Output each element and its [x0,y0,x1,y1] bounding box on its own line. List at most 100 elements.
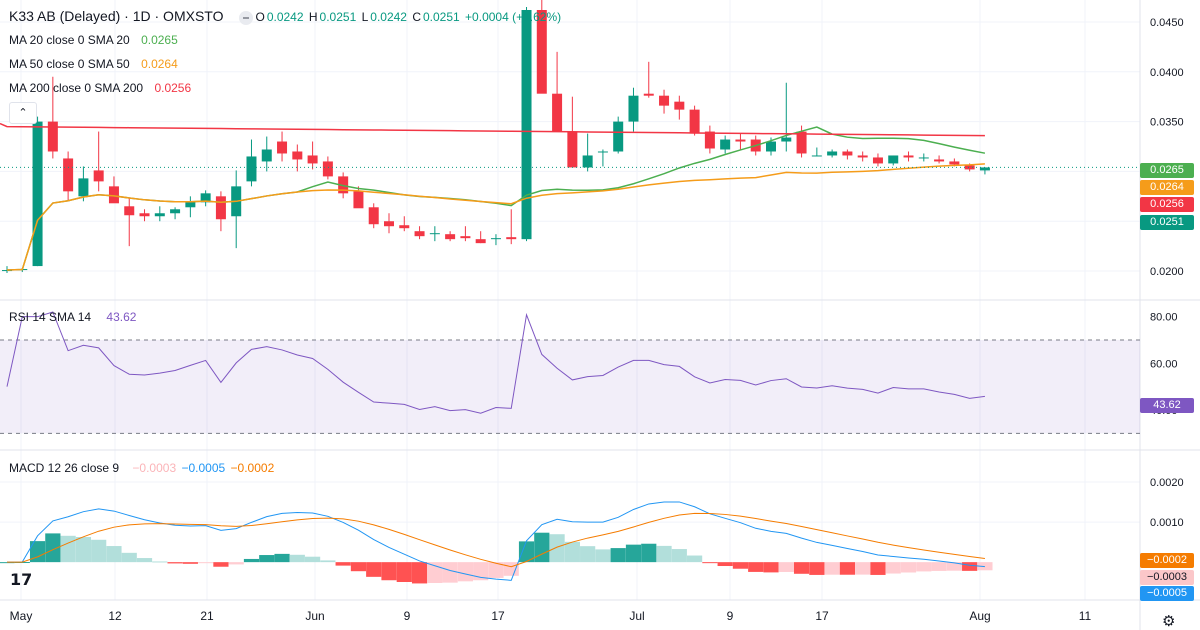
macd-hist-bar [702,562,718,564]
symbol-title[interactable]: K33 AB (Delayed) · 1D · OMXSTO [9,8,224,24]
candle-up [979,167,990,171]
candle-up [613,121,624,152]
macd-hist-bar [763,562,779,573]
candle-down [108,186,119,204]
candle-up [827,151,838,156]
macd-hist-bar [75,537,91,563]
price-badge: 0.0264 [1140,179,1194,195]
macd-hist-bar [396,562,412,582]
macd-hist-bar [0,562,15,564]
macd-hist-bar [228,562,244,565]
candle-down [47,121,58,152]
high-value: 0.0251 [319,10,357,24]
macd-badge: −0.0002 [1140,552,1194,568]
candle-down [93,170,104,182]
ma50-value: 0.0264 [141,57,178,71]
gear-icon[interactable]: ⚙ [1162,613,1176,630]
macd-hist-bar [457,562,473,582]
macd-hist-bar [503,562,519,576]
candle-down [735,139,746,142]
macd-hist-bar [641,543,657,563]
macd-hist-bar [366,562,382,577]
price-tick-label: 0.0400 [1150,67,1184,79]
macd-badge: −0.0005 [1140,585,1194,601]
collapse-legend-button[interactable]: ⌃ [9,102,37,124]
macd-hist-bar [778,562,794,572]
candle-down [215,196,226,220]
time-axis-label: 12 [108,609,122,623]
candle-down [674,101,685,110]
macd-hist-bar [488,562,504,578]
time-axis-label: May [10,609,33,623]
rsi-band [0,340,1140,434]
open-value: 0.0242 [266,10,304,24]
macd-hist-bar [198,562,214,564]
candle-down [872,157,883,164]
macd-hist-bar [320,560,336,563]
time-axis-label: 9 [404,609,411,623]
candle-down [307,155,318,164]
candle-up [154,213,165,217]
rsi-legend[interactable]: RSI 14 SMA 14 43.62 [9,310,138,324]
price-badge: 0.0256 [1140,196,1194,212]
candle-down [552,93,563,132]
macd-hist-value: −0.0003 [132,461,177,475]
candle-up [582,155,593,168]
ma200-value: 0.0256 [154,81,192,95]
macd-hist-bar [870,562,886,575]
ma200-label: MA 200 close 0 SMA 200 [9,81,144,95]
macd-hist-bar [60,535,76,563]
close-label: C [412,10,421,24]
macd-hist-bar [595,549,611,563]
candle-down [506,237,517,240]
candle-down [903,155,914,158]
tradingview-logo-icon[interactable]: 17 [10,570,33,589]
candle-down [704,131,715,149]
ma50-label: MA 50 close 0 SMA 50 [9,57,130,71]
macd-hist-bar [900,562,917,573]
candle-down [689,109,700,134]
eye-icon[interactable] [239,10,254,25]
time-axis-label: Aug [969,609,990,623]
macd-hist-bar [717,562,733,567]
price-tick-label: 0.0200 [1150,266,1184,278]
price-badge: 0.0251 [1140,214,1194,230]
candle-up [888,155,899,164]
price-tick-label: 0.0350 [1150,117,1184,129]
candle-down [857,155,868,158]
macd-signal-line [6,512,985,568]
ma20-value: 0.0265 [141,33,178,47]
candle-up [720,139,731,150]
rsi-label: RSI 14 SMA 14 [9,310,92,324]
candle-up [766,141,776,152]
macd-hist-bar [962,562,978,571]
ma50-line [6,163,985,271]
candle-up [32,121,43,267]
candle-down [842,151,853,156]
macd-hist-bar [916,562,932,572]
macd-hist-bar [549,534,565,563]
macd-hist-bar [213,562,229,567]
candle-down [414,231,425,237]
high-label: H [308,10,318,24]
macd-hist-bar [732,562,749,569]
candle-down [399,225,410,229]
macd-hist-bar [335,562,351,566]
rsi-badge: 43.62 [1140,397,1194,413]
candle-up [200,193,211,203]
candle-up [490,238,501,240]
macd-hist-bar [931,562,947,571]
candle-down [322,161,333,177]
ma20-legend[interactable]: MA 20 close 0 SMA 20 0.0265 [9,33,180,47]
macd-hist-bar [442,562,458,583]
macd-legend[interactable]: MACD 12 26 close 9 −0.0003 −0.0005 −0.00… [9,461,276,475]
ma200-legend[interactable]: MA 200 close 0 SMA 200 0.0256 [9,81,193,95]
candle-down [934,159,945,162]
close-value: 0.0251 [423,10,460,24]
time-axis-label: 17 [815,609,829,623]
macd-badge: −0.0003 [1140,569,1194,585]
ma50-legend[interactable]: MA 50 close 0 SMA 50 0.0264 [9,57,180,71]
macd-hist-bar [182,562,198,564]
